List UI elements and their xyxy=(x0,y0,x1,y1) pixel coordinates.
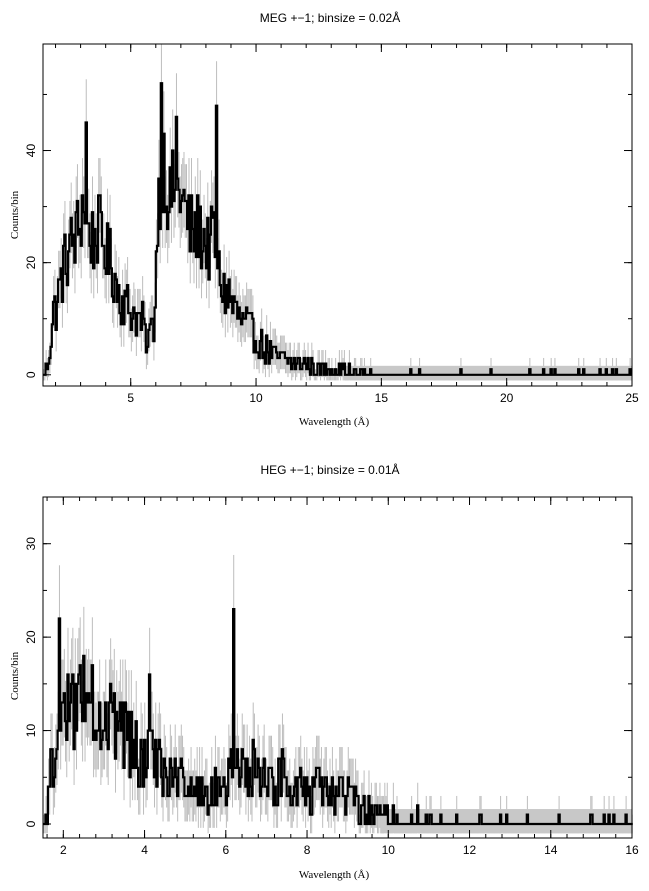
meg-spectrum-line xyxy=(43,82,632,376)
heg-x-tick-label: 10 xyxy=(382,843,396,857)
heg-chart-title: HEG +−1; binsize = 0.01Å xyxy=(260,462,399,477)
heg-spectrum-panel: HEG +−1; binsize = 0.01Å 2 4 6 8 10 12 14 16 0 10… xyxy=(9,462,639,881)
heg-x-tick-label: 12 xyxy=(463,843,477,857)
heg-y-tick-label: 30 xyxy=(24,537,38,551)
meg-error-band xyxy=(343,365,632,381)
heg-y-tick-label: 0 xyxy=(24,820,38,827)
meg-axis-ticks: 5 10 15 20 25 0 20 40 xyxy=(24,44,639,405)
heg-x-tick-label: 4 xyxy=(141,843,148,857)
meg-y-tick-label: 40 xyxy=(24,144,38,158)
meg-chart-title: MEG +−1; binsize = 0.02Å xyxy=(260,10,400,25)
meg-series xyxy=(43,82,632,376)
meg-x-tick-label: 10 xyxy=(249,391,263,405)
meg-y-tick-label: 0 xyxy=(24,371,38,378)
heg-x-tick-label: 2 xyxy=(60,843,67,857)
meg-spectrum-panel: MEG +−1; binsize = 0.02Å 5 10 15 20 2502040 … xyxy=(9,10,639,428)
heg-axis-ticks: 2 4 6 8 10 12 14 16 0 10 20 30 xyxy=(24,496,639,857)
meg-x-axis-label: Wavelength (Å) xyxy=(299,416,370,428)
heg-series xyxy=(43,608,633,826)
heg-x-tick-label: 8 xyxy=(304,843,311,857)
heg-y-tick-label: 20 xyxy=(24,630,38,644)
meg-x-tick-label: 15 xyxy=(375,391,389,405)
heg-x-tick-label: 14 xyxy=(544,843,558,857)
heg-error-bars xyxy=(43,554,633,834)
heg-x-tick-label: 16 xyxy=(625,843,639,857)
meg-x-tick-label: 25 xyxy=(625,391,639,405)
heg-x-tick-label: 6 xyxy=(222,843,229,857)
meg-x-tick-label: 5 xyxy=(127,391,134,405)
heg-x-axis-label: Wavelength (Å) xyxy=(299,869,370,881)
meg-y-tick-label: 20 xyxy=(24,256,38,270)
meg-x-tick-label: 20 xyxy=(500,391,514,405)
meg-y-axis-label: Counts/bin xyxy=(9,190,21,239)
meg-plot-frame xyxy=(42,43,633,387)
heg-plot-frame xyxy=(42,496,633,839)
heg-spectrum-line xyxy=(43,608,633,826)
heg-y-tick-label: 10 xyxy=(24,724,38,738)
heg-y-axis-label: Counts/bin xyxy=(9,651,21,700)
